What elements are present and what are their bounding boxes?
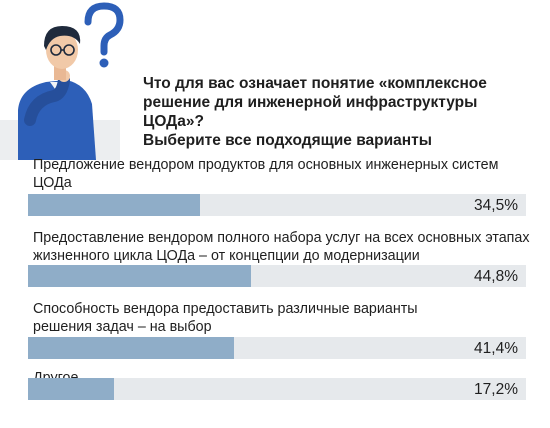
bar: [28, 337, 235, 359]
category-label: Предоставление вендором полного набора у…: [33, 229, 533, 265]
question-line-3: Выберите все подходящие варианты: [143, 132, 432, 149]
bar: [28, 378, 114, 400]
bar: [28, 194, 200, 216]
category-label-line: решения задач – на выбор: [33, 319, 212, 335]
thinking-man-illustration: [0, 2, 124, 160]
bar: [28, 265, 252, 287]
category-label-line: Способность вендора предоставить различн…: [33, 301, 418, 317]
category-label-line: Предложение вендором продуктов для основ…: [33, 157, 499, 191]
question-line-2: решение для инженерной инфраструктуры ЦО…: [143, 94, 478, 130]
bar-track: 44,8%: [28, 265, 526, 287]
category-label-line: жизненного цикла ЦОДа – от концепции до …: [33, 248, 420, 264]
bar-track: 34,5%: [28, 194, 526, 216]
bar-track: 41,4%: [28, 337, 526, 359]
data-label: 34,5%: [474, 197, 518, 214]
survey-question: Что для вас означает понятие «комплексно…: [143, 74, 523, 150]
thinking-man-question-mark-icon: [0, 2, 124, 160]
category-label-line: Предоставление вендором полного набора у…: [33, 230, 530, 246]
data-label: 17,2%: [474, 381, 518, 398]
bar-track: 17,2%: [28, 378, 526, 400]
question-line-1: Что для вас означает понятие «комплексно…: [143, 75, 487, 92]
data-label: 41,4%: [474, 340, 518, 357]
category-label: Способность вендора предоставить различн…: [33, 300, 533, 336]
data-label: 44,8%: [474, 268, 518, 285]
